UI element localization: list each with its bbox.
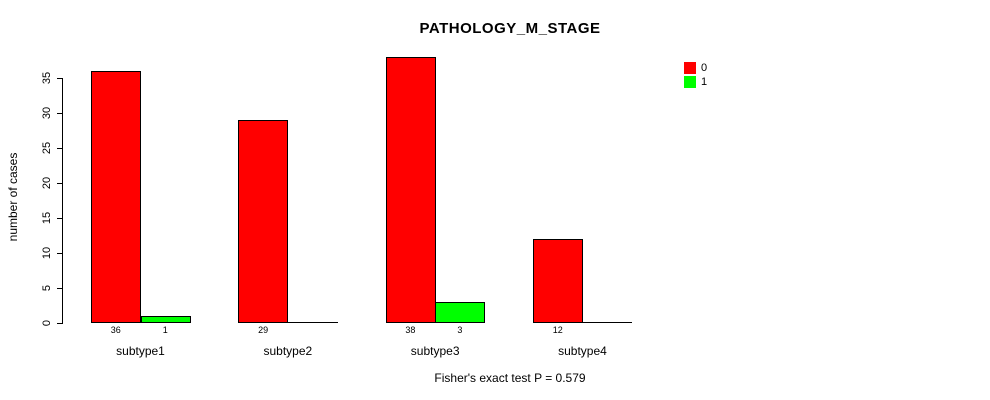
y-axis-tick-label: 30	[41, 106, 53, 120]
bar-subtype1-series1	[140, 316, 191, 323]
category-label-subtype3: subtype3	[410, 344, 460, 358]
category-label-subtype1: subtype1	[116, 344, 165, 358]
y-axis-tick	[57, 78, 62, 79]
y-axis-tick	[57, 323, 62, 324]
y-axis-tick	[57, 253, 62, 254]
bar-subtype4-series1-zero	[582, 322, 633, 323]
y-axis-tick-label: 25	[41, 141, 53, 155]
bar-subtype3-series0	[385, 57, 436, 323]
y-axis-tick	[57, 288, 62, 289]
bar-subtype4-series0	[532, 239, 583, 323]
legend-row-0: 0	[684, 61, 707, 75]
bar-subtype2-series1-zero	[287, 322, 338, 323]
bar-subtype2-series0	[238, 120, 289, 323]
chart-title: PATHOLOGY_M_STAGE	[419, 20, 601, 37]
legend-row-1: 1	[684, 75, 707, 89]
bar-value-label: 36	[110, 325, 121, 335]
legend-swatch-icon	[684, 62, 696, 74]
y-axis-line	[62, 78, 63, 324]
bar-value-label: 38	[405, 325, 416, 335]
legend-label: 1	[701, 76, 708, 88]
bar-value-label: 3	[457, 325, 463, 335]
category-label-subtype4: subtype4	[558, 344, 607, 358]
category-label-subtype2: subtype2	[263, 344, 313, 358]
y-axis-tick-label: 20	[41, 176, 53, 190]
bar-subtype3-series1	[435, 302, 486, 323]
y-axis-tick-label: 15	[41, 211, 53, 225]
y-axis-tick	[57, 148, 62, 149]
legend-label: 0	[701, 62, 708, 74]
legend-swatch-icon	[684, 76, 696, 88]
bar-subtype1-series0	[91, 71, 141, 323]
y-axis-tick	[57, 218, 62, 219]
y-axis-tick-label: 35	[41, 71, 53, 85]
bar-value-label: 1	[162, 325, 168, 335]
y-axis-tick	[57, 113, 62, 114]
y-axis-tick-label: 10	[41, 246, 53, 260]
bar-value-label: 29	[258, 325, 269, 335]
y-axis-tick-label: 5	[41, 284, 53, 292]
y-axis-tick	[57, 183, 62, 184]
annotation-fisher-test: Fisher's exact test P = 0.579	[434, 371, 586, 385]
y-axis-label: number of cases	[6, 152, 20, 242]
bar-value-label: 12	[552, 325, 563, 335]
y-axis-tick-label: 0	[41, 319, 53, 327]
